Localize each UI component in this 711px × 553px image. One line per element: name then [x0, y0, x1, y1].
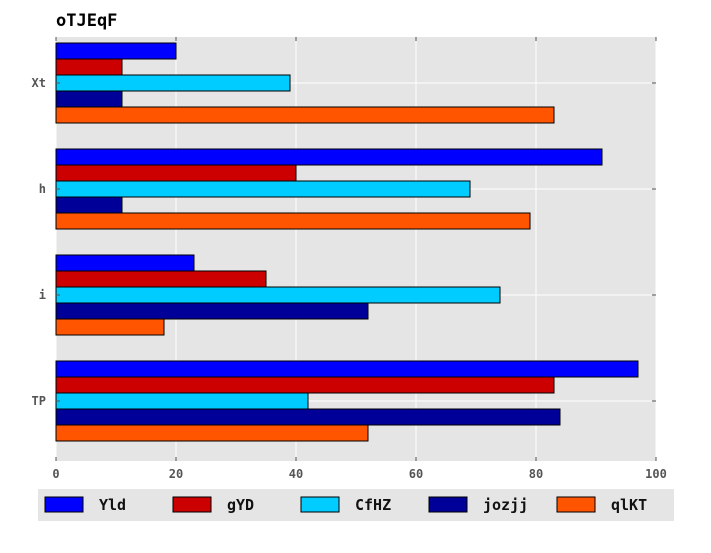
bar-qlKT-Xt — [55, 106, 555, 124]
x-tick-label: 100 — [645, 467, 667, 481]
bar-Yld-i — [55, 254, 195, 272]
bar-gYD-h — [55, 164, 297, 182]
bar-gYD-Xt — [55, 58, 123, 76]
legend-swatch-jozjj — [428, 496, 468, 513]
bar-CfHZ-TP — [55, 392, 309, 410]
legend-swatch-Yld — [44, 496, 84, 513]
x-axis-ticks: 0 20 40 60 80 100 — [52, 37, 667, 481]
y-tick-label: TP — [32, 394, 46, 408]
y-tick-label: i — [39, 288, 46, 302]
bars — [55, 42, 639, 442]
bar-CfHZ-h — [55, 180, 471, 198]
legend-label-qlKT: qlKT — [611, 496, 647, 514]
x-tick-label: 80 — [529, 467, 543, 481]
bar-Yld-h — [55, 148, 603, 166]
legend: Yld gYD CfHZ jozjj qlKT — [38, 489, 674, 521]
x-tick-label: 60 — [409, 467, 423, 481]
bar-CfHZ-i — [55, 286, 501, 304]
bar-qlKT-i — [55, 318, 165, 336]
bar-jozjj-TP — [55, 408, 561, 426]
bar-qlKT-TP — [55, 424, 369, 442]
legend-swatch-qlKT — [556, 496, 596, 513]
bar-Yld-TP — [55, 360, 639, 378]
y-axis-ticks: Xt h i TP — [32, 76, 656, 408]
legend-label-gYD: gYD — [227, 496, 254, 514]
chart-title: oTJEqF — [56, 11, 117, 31]
x-tick-label: 0 — [52, 467, 59, 481]
bar-jozjj-h — [55, 196, 123, 214]
bar-jozjj-i — [55, 302, 369, 320]
legend-label-jozjj: jozjj — [483, 496, 528, 514]
legend-label-Yld: Yld — [99, 496, 126, 514]
bar-gYD-i — [55, 270, 267, 288]
x-tick-label: 40 — [289, 467, 303, 481]
y-tick-label: Xt — [32, 76, 46, 90]
bar-jozjj-Xt — [55, 90, 123, 108]
legend-swatch-CfHZ — [300, 496, 340, 513]
bar-Yld-Xt — [55, 42, 177, 60]
legend-swatch-gYD — [172, 496, 212, 513]
legend-label-CfHZ: CfHZ — [355, 496, 391, 514]
bar-qlKT-h — [55, 212, 531, 230]
x-tick-label: 20 — [169, 467, 183, 481]
y-tick-label: h — [39, 182, 46, 196]
bar-gYD-TP — [55, 376, 555, 394]
bar-CfHZ-Xt — [55, 74, 291, 92]
